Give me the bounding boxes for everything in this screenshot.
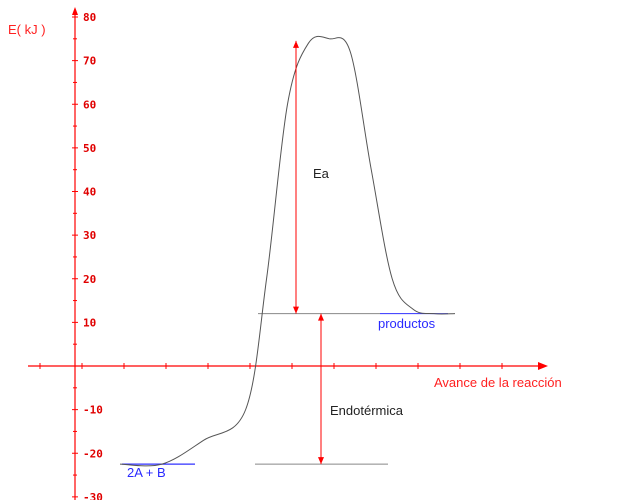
y-axis-arrowhead	[72, 7, 78, 15]
arrowhead-top	[318, 313, 324, 321]
x-axis-label: Avance de la reacción	[434, 375, 562, 390]
y-tick-label: 80	[83, 11, 96, 24]
enthalpy-arrow	[318, 313, 324, 465]
y-tick-label: 60	[83, 98, 96, 111]
y-tick-label: -30	[83, 491, 103, 500]
reactants-label: 2A + B	[127, 465, 166, 480]
y-tick-label: 50	[83, 142, 96, 155]
x-axis-arrowhead	[538, 362, 548, 370]
y-tick-label: 10	[83, 316, 96, 329]
y-tick-label: -20	[83, 447, 103, 460]
activation-energy-label: Ea	[313, 166, 330, 181]
activation-energy-arrow	[293, 40, 299, 314]
arrowhead-bottom	[318, 457, 324, 465]
y-tick-label: 30	[83, 229, 96, 242]
energy-curve	[119, 35, 456, 467]
y-tick-label: 40	[83, 186, 96, 199]
y-tick-label: -10	[83, 404, 103, 417]
y-ticks: 80 70 60 50 40 30 20 10 -10 -20 -30	[72, 11, 103, 500]
y-axis-label: E( kJ )	[8, 22, 46, 37]
arrowhead-bottom	[293, 306, 299, 314]
arrowhead-top	[293, 40, 299, 48]
enthalpy-label: Endotérmica	[330, 403, 404, 418]
x-ticks	[39, 363, 503, 369]
y-tick-label: 20	[83, 273, 96, 286]
products-label: productos	[378, 316, 436, 331]
y-tick-label: 70	[83, 55, 96, 68]
